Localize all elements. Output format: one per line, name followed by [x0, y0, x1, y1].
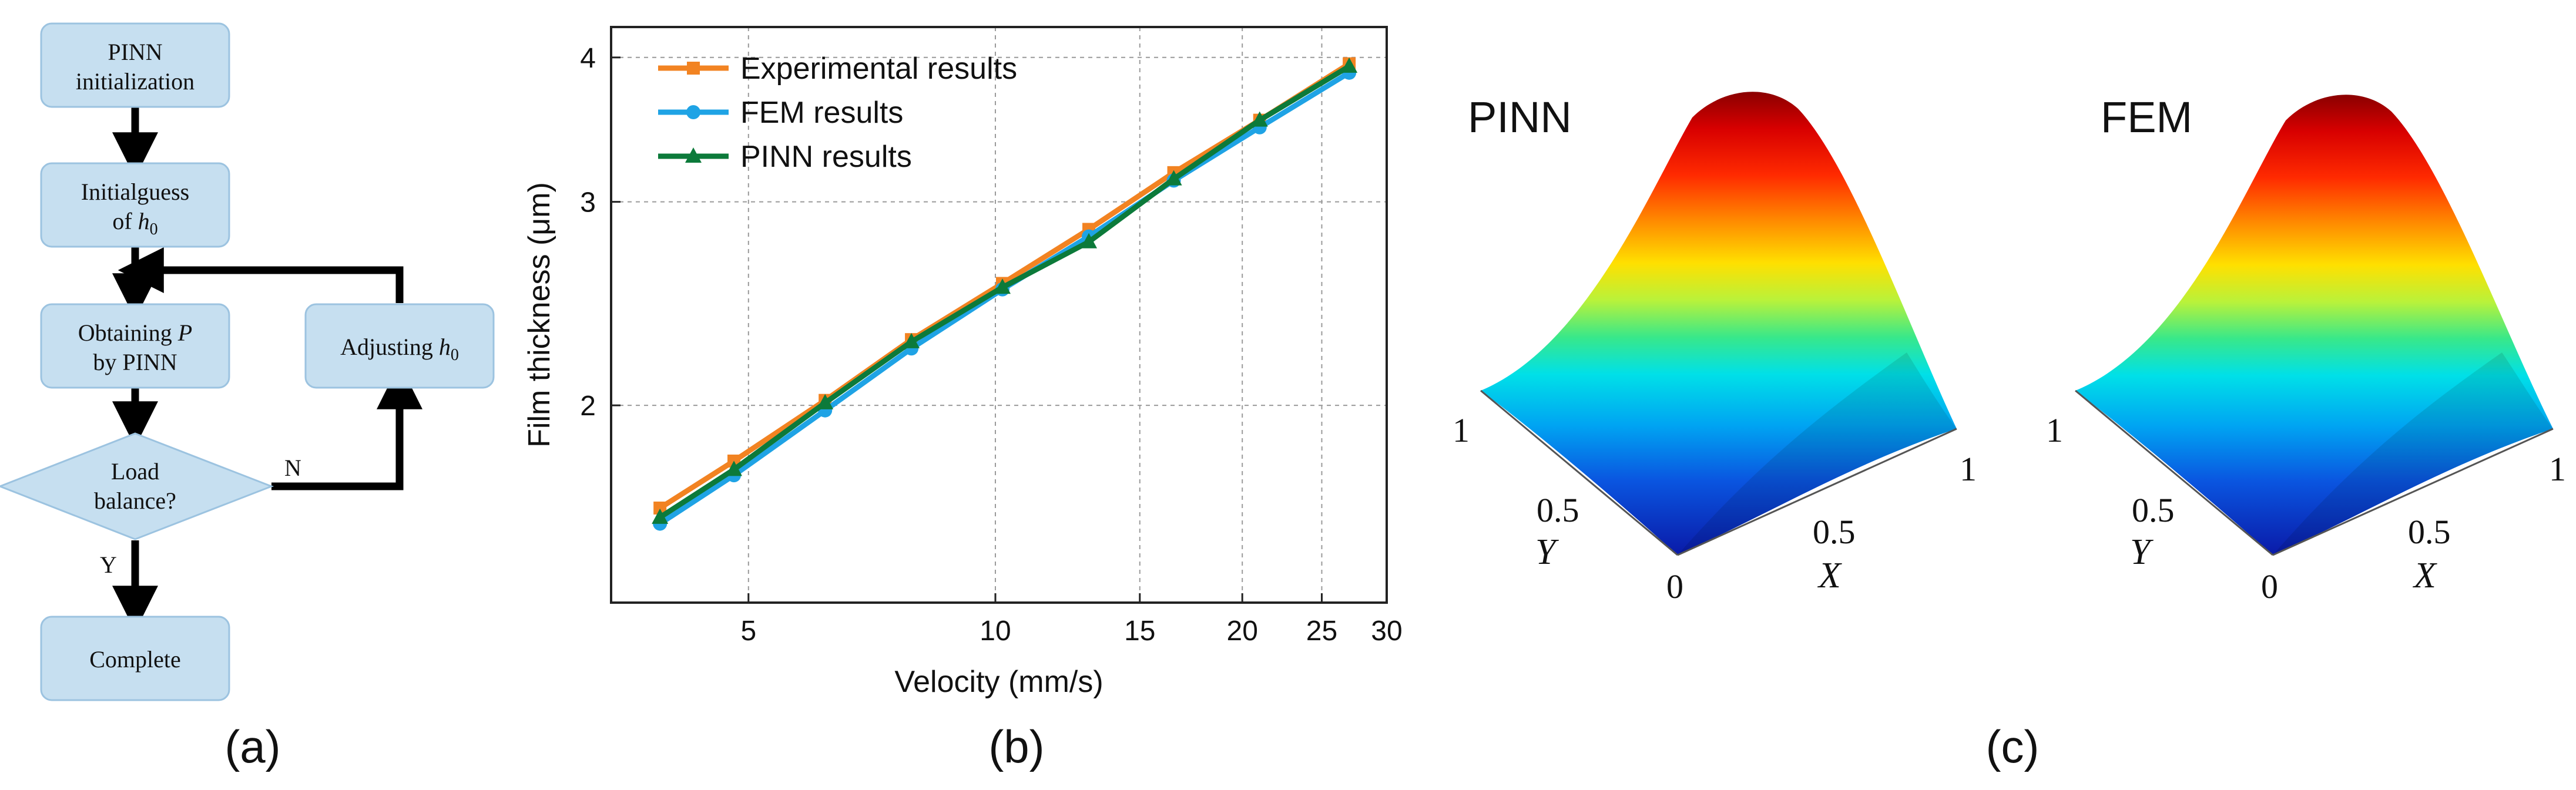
node-obtain-line1: Obtaining P [78, 320, 192, 346]
node-complete-label: Complete [89, 646, 181, 673]
data-point [994, 278, 1011, 294]
node-initial-guess: Initialguess of h0 [40, 162, 230, 248]
node-guess-line2: of h0 [112, 208, 157, 238]
pinn-surface [1481, 92, 1957, 555]
panel-a-caption: (a) [224, 721, 280, 772]
fem-tick-y-1: 1 [2046, 411, 2063, 449]
fem-tick-y-05: 0.5 [2132, 491, 2175, 529]
pinn-tick-x-1: 1 [1960, 450, 1977, 488]
node-adjusting-h0: Adjusting h0 [304, 303, 495, 389]
legend-swatch-marker [685, 147, 702, 163]
series-circle [653, 65, 1357, 531]
fem-tick-origin: 0 [2261, 567, 2278, 606]
edge-label-yes: Y [100, 552, 117, 578]
legend-swatch-marker [687, 62, 700, 75]
pinn-axis-y [1480, 389, 1678, 556]
decision-line1: Load [111, 458, 159, 485]
node-complete: Complete [40, 616, 230, 701]
pinn-tick-y-05: 0.5 [1537, 491, 1579, 529]
y-axis-label: Film thickness (μm) [522, 182, 556, 448]
node-guess-line1: Initialguess [81, 179, 189, 205]
flowchart-panel: PINN initialization Initialguess of h0 O… [0, 22, 495, 772]
data-point [903, 332, 920, 348]
x-tick-label: 10 [980, 616, 1011, 647]
decision-line2: balance? [94, 488, 176, 514]
legend-label: Experimental results [740, 52, 1017, 86]
legend-item: FEM results [658, 96, 903, 130]
node-load-balance-decision: Load balance? [0, 432, 274, 540]
pinn-tick-x-05: 0.5 [1813, 513, 1856, 551]
data-point [652, 508, 669, 524]
pinn-tick-y-1: 1 [1453, 411, 1470, 449]
fem-surface [2075, 95, 2553, 555]
chart-grid [611, 27, 1387, 603]
line-chart-panel: 5 10 15 20 25 30 2 3 4 Experimental results FEM r… [522, 26, 1403, 772]
data-point [726, 460, 743, 476]
x-tick-label: 5 [740, 616, 756, 647]
arrow-decision-no [271, 363, 422, 490]
x-tick-label: 20 [1227, 616, 1258, 647]
plot-frame [610, 26, 1388, 604]
node-obtaining-p: Obtaining P by PINN [40, 303, 230, 389]
y-tick-label: 3 [580, 187, 596, 218]
surface-title-pinn: PINN [1468, 93, 1572, 142]
node-obtain-line2: by PINN [93, 349, 177, 375]
chart-legend: Experimental results FEM results PINN resu… [658, 52, 1017, 174]
fem-tick-x-1: 1 [2549, 450, 2566, 488]
legend-label: PINN results [740, 140, 912, 174]
legend-swatch-marker [686, 105, 700, 119]
fem-axis-y [2075, 389, 2273, 556]
series-triangle [652, 57, 1358, 524]
x-axis-label: Velocity (mm/s) [894, 665, 1103, 699]
pinn-axis-x [1677, 428, 1957, 556]
data-point [1341, 57, 1358, 73]
legend-item: PINN results [658, 140, 912, 174]
chart-series [652, 57, 1358, 531]
node-adjust-label: Adjusting h0 [340, 334, 459, 364]
data-point [1081, 233, 1098, 248]
node-init-line1: PINN [108, 39, 162, 65]
fem-axis-y-label: Y [2130, 532, 2154, 572]
legend-item: Experimental results [658, 52, 1017, 86]
arrow-adjust-feedback [118, 247, 404, 303]
data-point [1165, 170, 1182, 186]
fem-axis-x [2272, 428, 2554, 556]
surface-plots-panel: PINN 1 0.5 Y 0 0.5 X 1 FEM 1 0.5 Y 0 0.5… [1453, 92, 2566, 772]
pinn-axis-x-label: X [1817, 556, 1842, 596]
x-tick-label: 25 [1306, 616, 1337, 647]
x-tick-label: 30 [1371, 616, 1402, 647]
x-tick-label: 15 [1124, 616, 1155, 647]
chart-ticks: 5 10 15 20 25 30 2 3 4 [580, 43, 1402, 647]
surface-plot-pinn: PINN 1 0.5 Y 0 0.5 X 1 [1453, 92, 1977, 606]
legend-label: FEM results [740, 96, 903, 130]
pinn-surface-shade [1678, 352, 1957, 555]
pinn-axis-y-label: Y [1535, 532, 1559, 572]
data-point [817, 394, 834, 409]
node-pinn-initialization: PINN initialization [40, 22, 230, 108]
pinn-tick-origin: 0 [1666, 567, 1683, 606]
y-tick-label: 2 [580, 391, 596, 422]
panel-b-caption: (b) [988, 721, 1044, 772]
fem-tick-x-05: 0.5 [2408, 513, 2451, 551]
fem-axis-x-label: X [2412, 556, 2437, 596]
fem-surface-shade [2273, 352, 2553, 555]
panel-c-caption: (c) [1986, 721, 2040, 772]
surface-title-fem: FEM [2101, 93, 2192, 142]
data-point [1251, 111, 1268, 127]
surface-plot-fem: FEM 1 0.5 Y 0 0.5 X 1 [2046, 93, 2566, 606]
node-init-line2: initialization [76, 68, 194, 95]
edge-label-no: N [284, 455, 301, 481]
data-point [653, 501, 667, 515]
y-tick-label: 4 [580, 43, 596, 74]
